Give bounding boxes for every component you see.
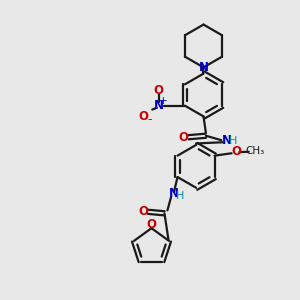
Text: +: + <box>159 96 168 106</box>
Text: -: - <box>147 113 152 127</box>
Text: CH₃: CH₃ <box>246 146 265 157</box>
Text: O: O <box>231 145 241 158</box>
Text: H: H <box>176 191 184 201</box>
Text: H: H <box>229 136 237 146</box>
Text: O: O <box>138 110 148 123</box>
Text: N: N <box>221 134 231 147</box>
Text: O: O <box>138 205 148 218</box>
Text: O: O <box>146 218 157 231</box>
Text: N: N <box>168 187 178 200</box>
Text: N: N <box>199 61 208 74</box>
Text: N: N <box>154 99 164 112</box>
Text: O: O <box>154 84 164 98</box>
Text: O: O <box>178 131 189 144</box>
